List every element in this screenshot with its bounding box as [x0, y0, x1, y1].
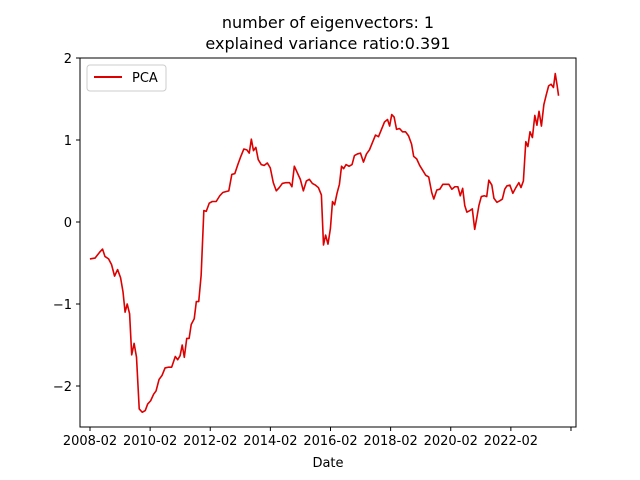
x-tick-label: 2014-02 [243, 434, 297, 449]
y-tick-label: 1 [64, 134, 72, 149]
x-tick-label: 2010-02 [123, 434, 177, 449]
axes-frame [79, 57, 577, 428]
x-axis-label: Date [312, 456, 343, 471]
x-tick-label: 2020-02 [424, 434, 478, 449]
y-tick-label: 2 [64, 52, 72, 67]
legend-label-pca: PCA [132, 71, 158, 86]
x-axis-ticks: 2008-02 2010-02 2012-02 2014-02 2016-02 2018-… [63, 427, 572, 449]
x-tick-label: 2018-02 [363, 434, 417, 449]
series-line-pca [89, 72, 560, 414]
series-layer [89, 72, 560, 414]
legend-box [86, 64, 167, 92]
y-axis-ticks: −2 −1 0 1 2 [53, 52, 80, 395]
y-tick-label: −1 [53, 298, 72, 313]
plot-area: 2008-02 2010-02 2012-02 2014-02 2016-02 2018-… [53, 52, 577, 449]
y-tick-label: −2 [53, 380, 72, 395]
legend: PCA [86, 64, 167, 92]
x-tick-label: 2008-02 [63, 434, 117, 449]
x-tick-label: 2012-02 [183, 434, 237, 449]
chart-title-line-1: number of eigenvectors: 1 [222, 13, 434, 32]
x-tick-label: 2022-02 [484, 434, 538, 449]
y-tick-label: 0 [64, 216, 72, 231]
x-tick-label: 2016-02 [303, 434, 357, 449]
chart-title-line-2: explained variance ratio:0.391 [205, 34, 450, 53]
